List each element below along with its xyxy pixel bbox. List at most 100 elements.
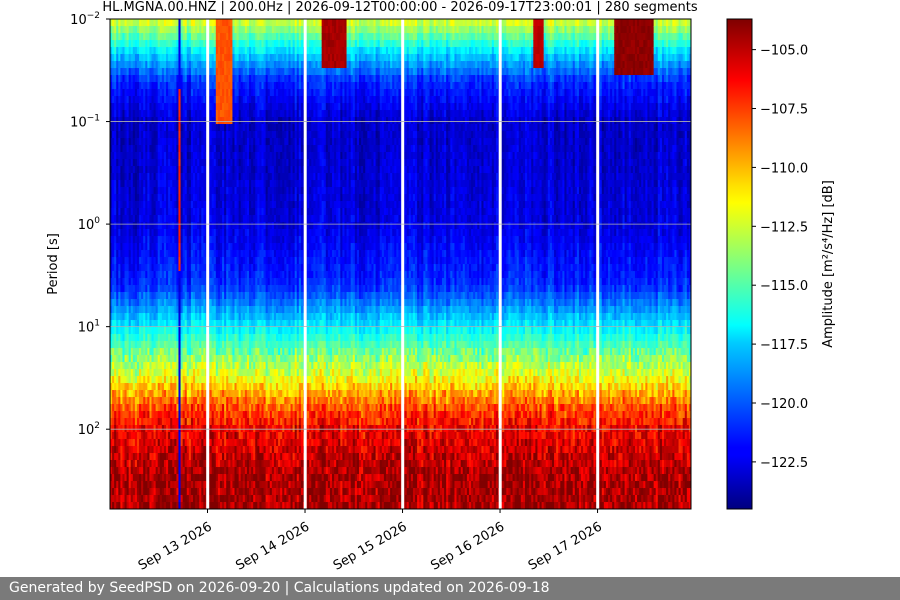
- heatmap-cell: [143, 299, 146, 307]
- heatmap-cell: [134, 82, 138, 90]
- heatmap-cell: [114, 26, 117, 34]
- heatmap-cell: [124, 474, 128, 482]
- heatmap-cell: [139, 467, 142, 475]
- heatmap-cell: [112, 96, 115, 104]
- heatmap-cell: [110, 467, 113, 475]
- heatmap-cell: [130, 257, 134, 265]
- heatmap-cell: [130, 341, 134, 349]
- heatmap-cell: [112, 292, 115, 300]
- heatmap-cell: [139, 453, 142, 461]
- heatmap-cell: [124, 54, 128, 62]
- heatmap-cell: [141, 250, 144, 258]
- heatmap-cell: [110, 453, 113, 461]
- heatmap-cell: [118, 152, 121, 160]
- heatmap-cell: [132, 103, 136, 111]
- heatmap-cell: [143, 257, 146, 265]
- heatmap-cell: [126, 432, 130, 440]
- heatmap-cell: [112, 173, 115, 181]
- heatmap-cell: [139, 166, 142, 174]
- heatmap-cell: [110, 362, 113, 370]
- heatmap-cell: [118, 474, 121, 482]
- heatmap-cell: [122, 502, 126, 509]
- heatmap-cell: [136, 453, 140, 461]
- heatmap-cell: [110, 495, 113, 503]
- heatmap-cell: [124, 383, 128, 391]
- heatmap-cell: [126, 320, 130, 328]
- heatmap-cell: [141, 124, 144, 132]
- heatmap-cell: [110, 47, 113, 55]
- heatmap-cell: [116, 341, 119, 349]
- heatmap-cell: [122, 418, 126, 426]
- heatmap-cell: [124, 194, 128, 202]
- heatmap-cell: [120, 362, 124, 370]
- heatmap-cell: [139, 488, 142, 496]
- heatmap-cell: [118, 418, 121, 426]
- heatmap-cell: [110, 26, 113, 34]
- heatmap-cell: [132, 481, 136, 489]
- heatmap-cell: [134, 131, 138, 139]
- heatmap-cell: [114, 481, 117, 489]
- spectrogram-chart: HL.MGNA.00.HNZ | 200.0Hz | 2026-09-12T00…: [46, 0, 836, 574]
- heatmap-cell: [134, 124, 138, 132]
- heatmap-cell: [110, 460, 113, 468]
- heatmap-cell: [136, 201, 140, 209]
- heatmap-cell: [128, 369, 132, 377]
- heatmap-cell: [120, 173, 124, 181]
- heatmap-cell: [128, 194, 132, 202]
- heatmap-cell: [116, 131, 119, 139]
- heatmap-cell: [124, 19, 128, 27]
- heatmap-cell: [130, 334, 134, 342]
- heatmap-cell: [110, 390, 113, 398]
- heatmap-cell: [124, 397, 128, 405]
- heatmap-cell: [139, 425, 142, 433]
- heatmap-cell: [116, 145, 119, 153]
- heatmap-cell: [118, 411, 121, 419]
- heatmap-cell: [124, 439, 128, 447]
- heatmap-cell: [114, 425, 117, 433]
- heatmap-cell: [141, 89, 144, 97]
- heatmap-cell: [130, 208, 134, 216]
- heatmap-cell: [145, 33, 148, 41]
- heatmap-cell: [114, 495, 117, 503]
- heatmap-cell: [118, 271, 121, 279]
- heatmap-cell: [114, 271, 117, 279]
- heatmap-cell: [141, 54, 144, 62]
- heatmap-cell: [118, 208, 121, 216]
- heatmap-cell: [132, 313, 136, 321]
- heatmap-cell: [122, 397, 126, 405]
- heatmap-cell: [116, 306, 119, 314]
- heatmap-cell: [124, 460, 128, 468]
- heatmap-cell: [143, 495, 146, 503]
- heatmap-cell: [141, 362, 144, 370]
- heatmap-cell: [128, 96, 132, 104]
- heatmap-cell: [145, 208, 148, 216]
- heatmap-cell: [110, 54, 113, 62]
- heatmap-cell: [128, 159, 132, 167]
- heatmap-cell: [118, 236, 121, 244]
- heatmap-cell: [128, 474, 132, 482]
- heatmap-cell: [120, 159, 124, 167]
- heatmap-cell: [122, 383, 126, 391]
- heatmap-cell: [130, 502, 134, 509]
- heatmap-cell: [143, 306, 146, 314]
- heatmap-cell: [126, 404, 130, 412]
- heatmap-cell: [139, 131, 142, 139]
- heatmap-cell: [110, 19, 113, 27]
- heatmap-cell: [139, 236, 142, 244]
- heatmap-cell: [126, 313, 130, 321]
- heatmap-cell: [118, 432, 121, 440]
- heatmap-cell: [110, 285, 113, 293]
- heatmap-cell: [122, 145, 126, 153]
- heatmap-cell: [145, 215, 148, 223]
- heatmap-cell: [136, 229, 140, 237]
- heatmap-cell: [124, 89, 128, 97]
- heatmap-cell: [126, 439, 130, 447]
- heatmap-cell: [130, 138, 134, 146]
- heatmap-cell: [124, 82, 128, 90]
- heatmap-cell: [116, 502, 119, 509]
- heatmap-cell: [134, 222, 138, 230]
- heatmap-cell: [126, 460, 130, 468]
- heatmap-cell: [141, 194, 144, 202]
- heatmap-cell: [139, 502, 142, 509]
- heatmap-cell: [128, 250, 132, 258]
